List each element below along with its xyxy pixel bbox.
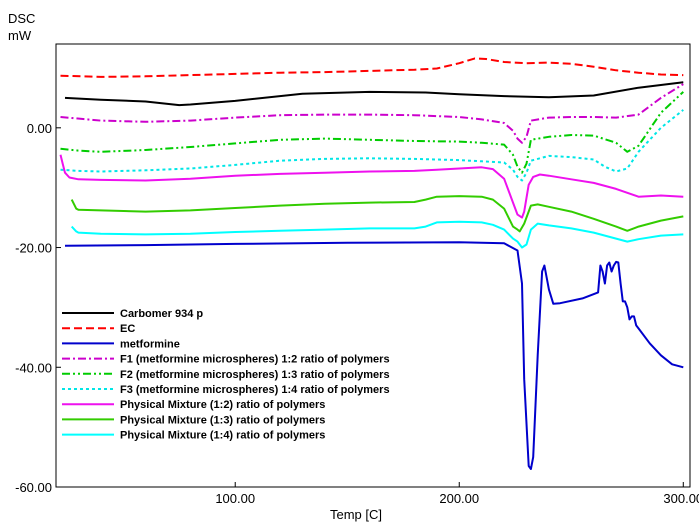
series-line-7 [70,195,684,233]
series-line-2 [64,241,684,470]
legend-label-7: Physical Mixture (1:3) ratio of polymers [120,414,325,426]
series-line-8 [70,220,684,249]
series-line-3 [60,83,684,144]
plot-frame [55,43,691,488]
y-axis-title-line1: DSC [8,11,35,26]
y-tick-label: -20.00 [15,241,52,256]
x-tick-label: 200.00 [439,491,479,506]
y-axis-title-line2: mW [8,28,32,43]
legend-label-0: Carbomer 934 p [120,308,203,320]
series-line-4 [60,91,684,174]
x-tick-label: 100.00 [215,491,255,506]
legend-label-2: metformine [120,338,180,350]
legend-label-4: F2 (metformine microspheres) 1:3 ratio o… [120,369,390,381]
legend-label-5: F3 (metformine microspheres) 1:4 ratio o… [120,384,390,396]
legend-label-1: EC [120,323,135,335]
legend-label-8: Physical Mixture (1:4) ratio of polymers [120,430,325,442]
y-tick-label: -60.00 [15,480,52,495]
y-tick-label: 0.00 [27,121,52,136]
legend: Carbomer 934 p EC metformine F1 (metformine… [62,308,390,442]
series-line-0 [64,81,684,107]
series-line-6 [59,154,684,219]
series-line-1 [60,57,684,78]
y-tick-label: -40.00 [15,360,52,375]
legend-label-3: F1 (metformine microspheres) 1:2 ratio o… [120,354,390,366]
series-layer [59,57,684,470]
series-line-5 [60,109,684,182]
y-axis-ticks: 0.00 -20.00 -40.00 -60.00 [15,121,61,495]
x-tick-label: 300.00 [663,491,699,506]
legend-label-6: Physical Mixture (1:2) ratio of polymers [120,399,325,411]
x-axis-ticks: 100.00 200.00 300.00 [215,482,699,506]
x-axis-title: Temp [C] [330,507,382,522]
